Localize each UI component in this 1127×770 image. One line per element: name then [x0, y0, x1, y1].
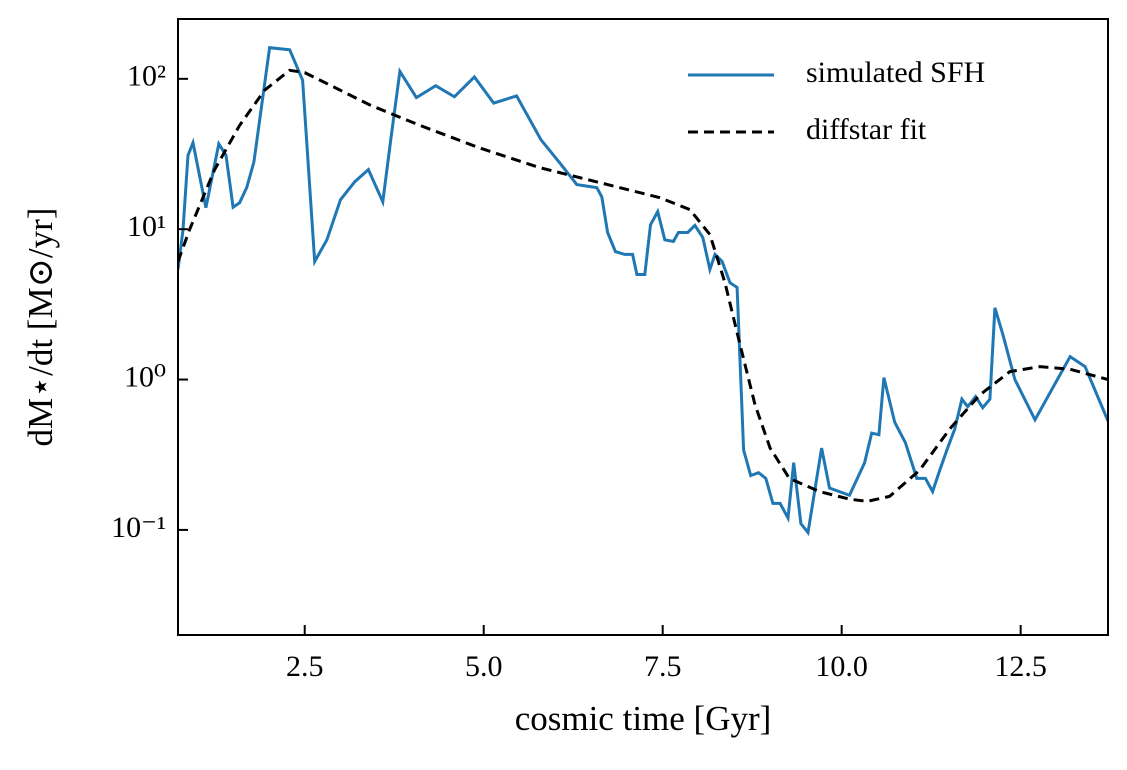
- x-tick-label: 12.5: [994, 650, 1047, 683]
- x-tick-label: 7.5: [644, 650, 682, 683]
- x-tick-label: 5.0: [465, 650, 503, 683]
- y-tick-label: 10¹: [127, 210, 166, 243]
- x-tick-label: 2.5: [286, 650, 324, 683]
- legend-label: simulated SFH: [806, 56, 985, 89]
- line-series: [178, 68, 1108, 503]
- y-tick-label: 10²: [127, 60, 166, 93]
- y-tick-label: 10⁰: [124, 360, 166, 393]
- y-axis-label: dM⋆/dt [M⊙/yr]: [21, 208, 60, 447]
- x-axis-label: cosmic time [Gyr]: [515, 699, 772, 738]
- legend-label: diffstar fit: [806, 113, 927, 146]
- plot-frame: [177, 18, 1109, 636]
- line-series: [178, 46, 1108, 537]
- y-tick-label: 10⁻¹: [111, 511, 166, 544]
- x-tick-label: 10.0: [815, 650, 868, 683]
